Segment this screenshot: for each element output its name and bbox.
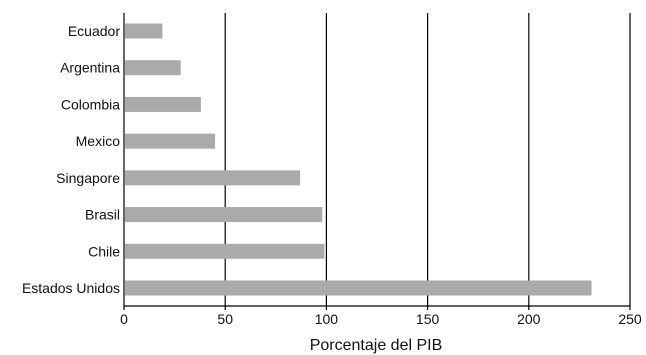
x-tick-label: 100 (315, 311, 339, 327)
bar-chile (125, 243, 325, 259)
bar-colombia (125, 96, 201, 112)
bar-estados-unidos (125, 280, 592, 296)
category-labels: Ecuador Argentina Colombia Mexico Singapore B… (22, 23, 120, 296)
gridlines (224, 13, 631, 306)
category-label: Ecuador (68, 23, 120, 39)
bars (125, 23, 592, 296)
category-label: Estados Unidos (22, 280, 120, 296)
x-tick-label: 250 (618, 311, 642, 327)
category-label: Brasil (85, 207, 120, 223)
category-label: Mexico (76, 133, 121, 149)
x-tick-label: 0 (120, 311, 128, 327)
x-axis-title: Porcentaje del PIB (310, 337, 443, 354)
category-label: Singapore (56, 170, 120, 186)
bar-singapore (125, 170, 301, 186)
x-tick-label: 50 (217, 311, 233, 327)
bar-mexico (125, 133, 216, 149)
bar-ecuador (125, 23, 163, 39)
x-tick-labels: 0 50 100 150 200 250 (120, 311, 642, 327)
category-label: Chile (88, 243, 120, 259)
category-label: Colombia (61, 96, 120, 112)
x-tick-label: 150 (416, 311, 440, 327)
bar-brasil (125, 207, 323, 223)
category-label: Argentina (60, 60, 120, 76)
axes (123, 13, 631, 310)
x-tick-label: 200 (517, 311, 541, 327)
bar-argentina (125, 60, 181, 76)
